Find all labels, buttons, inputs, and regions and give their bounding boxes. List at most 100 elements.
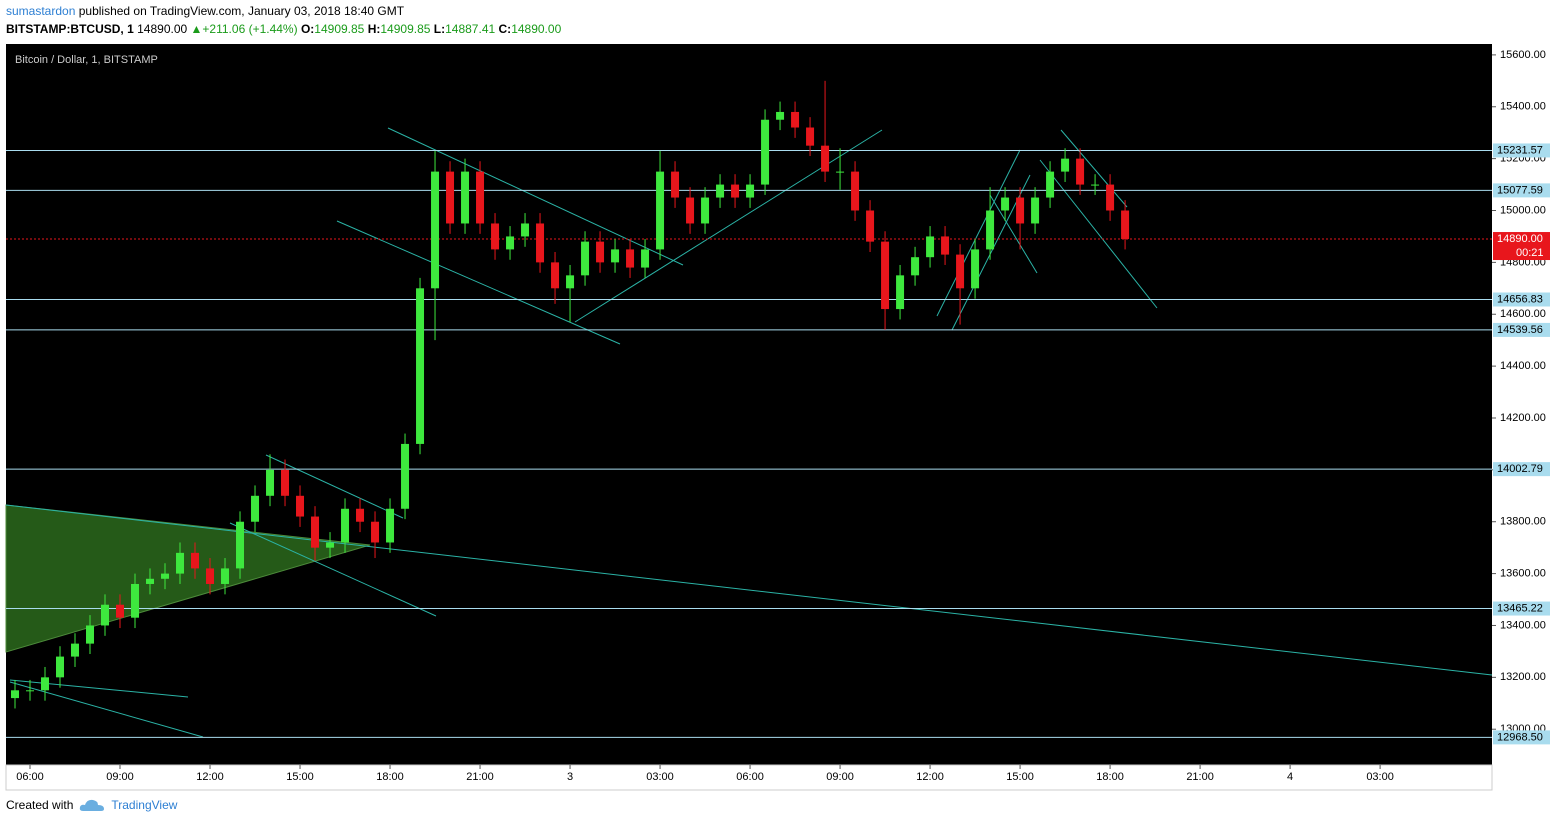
candle-body bbox=[371, 521, 380, 543]
x-tick-label: 06:00 bbox=[736, 771, 764, 783]
candle-body bbox=[986, 210, 995, 250]
x-tick-label: 15:00 bbox=[1006, 771, 1034, 783]
candle-body bbox=[251, 495, 260, 522]
open: 14909.85 bbox=[314, 22, 365, 36]
trendline bbox=[265, 454, 404, 519]
candle-body bbox=[41, 677, 50, 691]
candle-body bbox=[896, 275, 905, 310]
candle-body bbox=[911, 257, 920, 276]
level-box bbox=[1493, 292, 1550, 307]
candle-body bbox=[671, 171, 680, 198]
candle-body bbox=[731, 184, 740, 198]
close: 14890.00 bbox=[511, 22, 562, 36]
candle-body bbox=[596, 241, 605, 263]
x-tick-label: 12:00 bbox=[196, 771, 224, 783]
x-tick-label: 06:00 bbox=[16, 771, 44, 783]
trendline bbox=[1060, 129, 1128, 208]
x-tick-label: 18:00 bbox=[1096, 771, 1124, 783]
trendline bbox=[1039, 159, 1158, 309]
candle-body bbox=[746, 184, 755, 198]
candle-body bbox=[881, 241, 890, 310]
x-tick-label: 21:00 bbox=[1186, 771, 1214, 783]
header-line-2: BITSTAMP:BTCUSD, 1 14890.00 ▲+211.06 (+1… bbox=[6, 22, 561, 36]
level-label: 14002.79 bbox=[1497, 463, 1543, 475]
trendline bbox=[936, 149, 1021, 317]
x-tick-label: 03:00 bbox=[1366, 771, 1394, 783]
current-box bbox=[1493, 232, 1550, 261]
candle-body bbox=[611, 249, 620, 263]
candle-body bbox=[926, 236, 935, 258]
level-label: 15231.57 bbox=[1497, 144, 1543, 156]
level-label: 15077.59 bbox=[1497, 184, 1543, 196]
candle-body bbox=[386, 508, 395, 543]
level-box bbox=[1493, 730, 1550, 745]
author[interactable]: sumastardon bbox=[6, 4, 76, 18]
candle-body bbox=[641, 249, 650, 268]
candle-body bbox=[851, 171, 860, 211]
brand[interactable]: TradingView bbox=[111, 798, 178, 812]
o-label: O: bbox=[300, 22, 315, 36]
candle-body bbox=[281, 469, 290, 496]
candles bbox=[11, 80, 1130, 709]
tv-logo bbox=[80, 799, 105, 811]
candle-body bbox=[1001, 197, 1010, 211]
level-label: 12968.50 bbox=[1497, 731, 1543, 743]
up-arrow: ▲ bbox=[190, 22, 203, 36]
candle-body bbox=[1091, 184, 1100, 186]
candle-body bbox=[236, 521, 245, 569]
candle-body bbox=[56, 656, 65, 678]
candle-body bbox=[776, 111, 785, 120]
y-tick-label: 13400.00 bbox=[1500, 619, 1546, 631]
trendline bbox=[229, 522, 437, 617]
candle-body bbox=[401, 443, 410, 509]
candle-body bbox=[311, 516, 320, 548]
candle-body bbox=[806, 127, 815, 146]
y-axis-bg bbox=[1492, 44, 1550, 765]
l-label: L: bbox=[433, 22, 446, 36]
candle-body bbox=[26, 690, 35, 692]
level-label: 13465.22 bbox=[1497, 602, 1543, 614]
level-label: 14539.56 bbox=[1497, 324, 1543, 336]
y-tick-label: 14600.00 bbox=[1500, 308, 1546, 320]
candle-body bbox=[866, 210, 875, 242]
candle-body bbox=[1076, 158, 1085, 185]
level-label: 14656.83 bbox=[1497, 293, 1543, 305]
candle-body bbox=[716, 184, 725, 198]
chart: Bitcoin / Dollar, 1, BITSTAMP 13000.0013… bbox=[5, 44, 1550, 791]
candle-body bbox=[566, 275, 575, 289]
x-axis-bg bbox=[5, 764, 1493, 791]
candle-body bbox=[476, 171, 485, 224]
candle-body bbox=[836, 171, 845, 173]
candle-body bbox=[581, 241, 590, 276]
candle-body bbox=[941, 236, 950, 255]
candle-body bbox=[101, 604, 110, 626]
level-box bbox=[1493, 143, 1550, 158]
candle-body bbox=[341, 508, 350, 543]
high: 14909.85 bbox=[380, 22, 431, 36]
level-box bbox=[1493, 601, 1550, 616]
candle-body bbox=[326, 542, 335, 548]
y-tick-label: 14400.00 bbox=[1500, 360, 1546, 372]
x-tick-label: 15:00 bbox=[286, 771, 314, 783]
y-tick-label: 14200.00 bbox=[1500, 412, 1546, 424]
candle-body bbox=[296, 495, 305, 517]
x-tick-label: 21:00 bbox=[466, 771, 494, 783]
candle-body bbox=[71, 643, 80, 657]
y-tick-label: 13800.00 bbox=[1500, 516, 1546, 528]
candle-body bbox=[206, 568, 215, 584]
candle-body bbox=[1121, 210, 1130, 240]
candle-body bbox=[821, 145, 830, 172]
candle-body bbox=[701, 197, 710, 224]
candle-body bbox=[116, 604, 125, 618]
candle-body bbox=[791, 111, 800, 128]
trendline bbox=[336, 220, 621, 345]
level-box bbox=[1493, 183, 1550, 198]
y-tick-label: 15000.00 bbox=[1500, 204, 1546, 216]
trendline bbox=[9, 681, 204, 738]
candle-body bbox=[506, 236, 515, 250]
level-box bbox=[1493, 462, 1550, 477]
header-line-1: sumastardon published on TradingView.com… bbox=[6, 4, 404, 18]
x-tick-label: 09:00 bbox=[826, 771, 854, 783]
countdown: 00:21 bbox=[1516, 247, 1544, 259]
